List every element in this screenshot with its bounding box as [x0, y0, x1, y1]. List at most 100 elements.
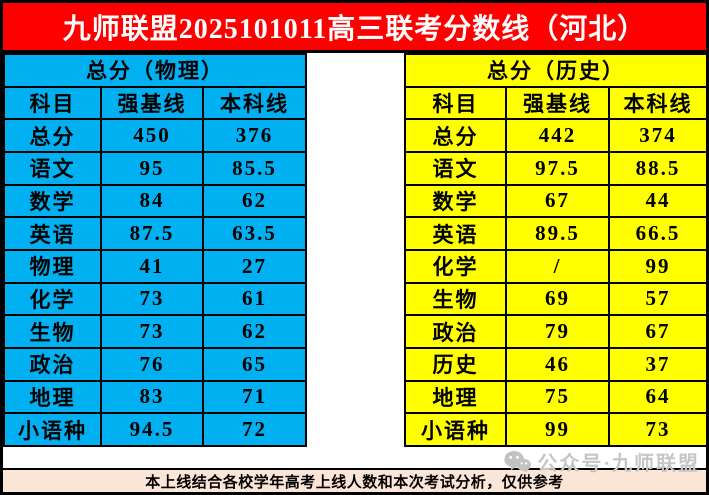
table-row: 英语 87.5 63.5: [3, 216, 308, 251]
qiangji-cell: 67: [505, 183, 610, 219]
benke-cell: 99: [607, 248, 706, 284]
benke-cell: 57: [607, 281, 706, 317]
page-title: 九师联盟2025101011高三联考分数线（河北）: [3, 3, 706, 53]
qiangji-cell: 84: [100, 183, 204, 219]
qiangji-cell: 73: [100, 281, 204, 317]
col-header-qiangji-line: 强基线: [100, 85, 204, 121]
col-header-subject: 科目: [3, 85, 102, 121]
col-header-benke-line: 本科线: [607, 85, 706, 121]
benke-cell: 71: [201, 379, 308, 415]
subject-cell: 历史: [404, 346, 507, 382]
qiangji-cell: 76: [100, 346, 204, 382]
table-header-row: 总分（物理）: [3, 53, 308, 88]
subject-cell: 小语种: [3, 412, 102, 447]
subject-cell: 语文: [404, 150, 507, 186]
benke-cell: 64: [607, 379, 706, 415]
qiangji-cell: 89.5: [505, 216, 610, 251]
subject-cell: 物理: [3, 248, 102, 284]
qiangji-cell: 95: [100, 150, 204, 186]
subject-cell: 地理: [3, 379, 102, 415]
qiangji-cell: /: [505, 248, 610, 284]
benke-cell: 62: [201, 183, 308, 219]
qiangji-cell: 46: [505, 346, 610, 382]
benke-cell: 65: [201, 346, 308, 382]
subject-cell: 化学: [3, 281, 102, 317]
qiangji-cell: 87.5: [100, 216, 204, 251]
benke-cell: 67: [607, 314, 706, 349]
watermark: 公众号·九师联盟: [504, 447, 700, 476]
subject-cell: 总分: [3, 118, 102, 153]
subject-cell: 化学: [404, 248, 507, 284]
table-header-row: 总分（历史）: [403, 53, 706, 88]
table-row: 政治 79 67: [404, 314, 706, 349]
qiangji-cell: 41: [100, 248, 204, 284]
subject-cell: 小语种: [404, 412, 507, 447]
wechat-icon: [504, 450, 532, 473]
qiangji-cell: 94.5: [100, 412, 204, 447]
table-row: 总分 450 376: [3, 118, 308, 153]
history-score-table: 总分（历史） 科目 强基线 本科线 总分 442 374 语文 97.5 88.…: [403, 53, 706, 447]
qiangji-cell: 83: [100, 379, 204, 415]
subject-cell: 生物: [404, 281, 507, 317]
qiangji-cell: 73: [100, 314, 204, 349]
table-row: 生物 73 62: [3, 314, 308, 349]
qiangji-cell: 69: [505, 281, 610, 317]
benke-cell: 27: [201, 248, 308, 284]
benke-cell: 37: [607, 346, 706, 382]
benke-cell: 85.5: [201, 150, 308, 186]
table-row: 语文 97.5 88.5: [404, 150, 706, 186]
subject-cell: 生物: [3, 314, 102, 349]
subject-cell: 数学: [3, 183, 102, 219]
table-row: 地理 75 64: [404, 379, 706, 415]
table-row: 总分 442 374: [404, 118, 706, 153]
qiangji-cell: 75: [505, 379, 610, 415]
qiangji-cell: 450: [100, 118, 204, 153]
benke-cell: 44: [607, 183, 706, 219]
subject-cell: 英语: [404, 216, 507, 251]
watermark-text: 公众号·九师联盟: [537, 453, 700, 475]
col-header-benke-line: 本科线: [201, 85, 308, 121]
subject-cell: 数学: [404, 183, 507, 219]
benke-cell: 63.5: [201, 216, 308, 251]
table-row: 生物 69 57: [404, 281, 706, 317]
physics-score-table: 总分（物理） 科目 强基线 本科线 总分 450 376 语文 95 85.5 …: [3, 53, 308, 447]
subject-cell: 政治: [3, 346, 102, 382]
column-header-row: 科目 强基线 本科线: [404, 85, 706, 121]
subject-cell: 语文: [3, 150, 102, 186]
benke-cell: 62: [201, 314, 308, 349]
history-table-title: 总分（历史）: [403, 53, 706, 88]
table-row: 历史 46 37: [404, 346, 706, 382]
col-header-qiangji-line: 强基线: [505, 85, 610, 121]
table-row: 地理 83 71: [3, 379, 308, 415]
benke-cell: 72: [201, 412, 308, 447]
qiangji-cell: 79: [505, 314, 610, 349]
footer-note: 本上线结合各校学年高考上线人数和本次考试分析，仅供参考: [3, 468, 706, 492]
benke-cell: 73: [607, 412, 706, 447]
subject-cell: 政治: [404, 314, 507, 349]
table-row: 化学 / 99: [404, 248, 706, 284]
benke-cell: 376: [201, 118, 308, 153]
qiangji-cell: 97.5: [505, 150, 610, 186]
qiangji-cell: 442: [505, 118, 610, 153]
table-row: 物理 41 27: [3, 248, 308, 284]
benke-cell: 61: [201, 281, 308, 317]
table-row: 数学 67 44: [404, 183, 706, 219]
benke-cell: 88.5: [607, 150, 706, 186]
subject-cell: 总分: [404, 118, 507, 153]
subject-cell: 地理: [404, 379, 507, 415]
benke-cell: 374: [607, 118, 706, 153]
table-row: 语文 95 85.5: [3, 150, 308, 186]
subject-cell: 英语: [3, 216, 102, 251]
table-row: 小语种 94.5 72: [3, 412, 308, 447]
physics-table-title: 总分（物理）: [3, 53, 308, 88]
table-row: 化学 73 61: [3, 281, 308, 317]
qiangji-cell: 99: [505, 412, 610, 447]
column-header-row: 科目 强基线 本科线: [3, 85, 308, 121]
table-row: 政治 76 65: [3, 346, 308, 382]
table-row: 数学 84 62: [3, 183, 308, 219]
table-row: 小语种 99 73: [404, 412, 706, 447]
table-row: 英语 89.5 66.5: [404, 216, 706, 251]
col-header-subject: 科目: [404, 85, 507, 121]
benke-cell: 66.5: [607, 216, 706, 251]
